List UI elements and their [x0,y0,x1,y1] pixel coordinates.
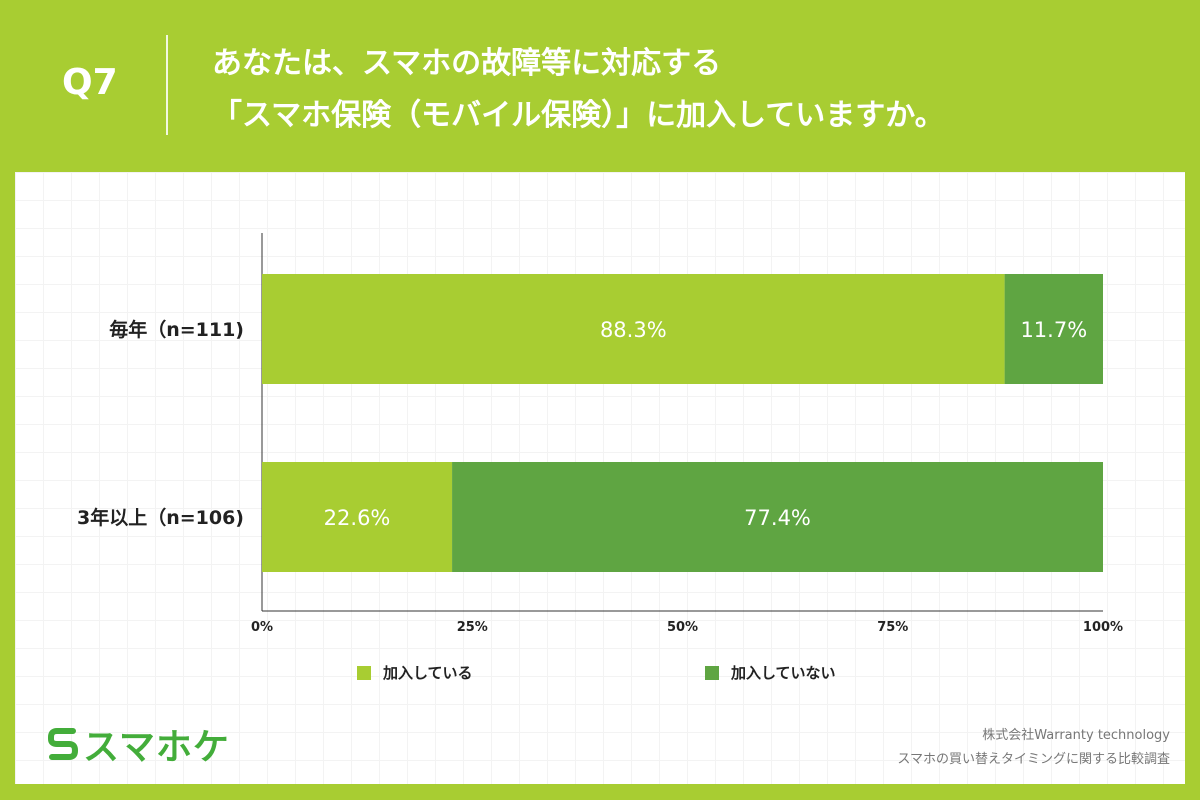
legend-swatch-not-joined [705,665,719,680]
category-label-three-years: 3年以上（n=106) [77,506,244,529]
bar-three-years-joined [262,462,453,572]
bar-every-year-not-joined [1004,274,1103,384]
x-tick-label-2: 50% [667,620,698,635]
legend-label-not-joined: 加入していない [731,664,836,682]
header: Q7 あなたは、スマホの故障等に対応する 「スマホ保険（モバイル保険）」に加入し… [0,0,1200,170]
legend-item-not-joined: 加入していない [705,662,836,683]
data-label-every-year-joined: 88.3% [600,318,667,342]
data-label-three-years-joined: 22.6% [324,506,391,530]
data-label-three-years-not-joined: 77.4% [744,506,811,530]
bar-every-year-joined [262,274,1005,384]
legend-label-joined: 加入している [383,664,473,682]
data-label-every-year-not-joined: 11.7% [1020,318,1087,342]
header-divider [166,35,168,135]
x-tick-label-1: 25% [457,620,488,635]
bar-three-years-not-joined [452,462,1103,572]
category-label-every-year: 毎年（n=111) [109,318,244,341]
logo-s-icon [47,725,79,763]
credit-survey: スマホの買い替えタイミングに関する比較調査 [897,752,1170,767]
logo-text: スマホケ [83,727,230,768]
question-title-line2: 「スマホ保険（モバイル保険）」に加入していますか。 [212,98,945,133]
legend-item-joined: 加入している [357,662,473,683]
question-title-line1: あなたは、スマホの故障等に対応する [212,46,722,81]
question-label: Q7 [62,62,118,103]
x-tick-label-3: 75% [877,620,908,635]
question-title: あなたは、スマホの故障等に対応する 「スマホ保険（モバイル保険）」に加入していま… [212,38,945,142]
credits: 株式会社Warranty technology スマホの買い替えタイミングに関す… [897,724,1170,772]
brand-logo: スマホケ [47,718,230,770]
legend-swatch-joined [357,665,371,680]
x-tick-label-0: 0% [251,620,273,635]
legend: 加入している 加入していない [0,662,1200,686]
x-tick-label-4: 100% [1083,620,1123,635]
credit-company: 株式会社Warranty technology [982,728,1170,743]
